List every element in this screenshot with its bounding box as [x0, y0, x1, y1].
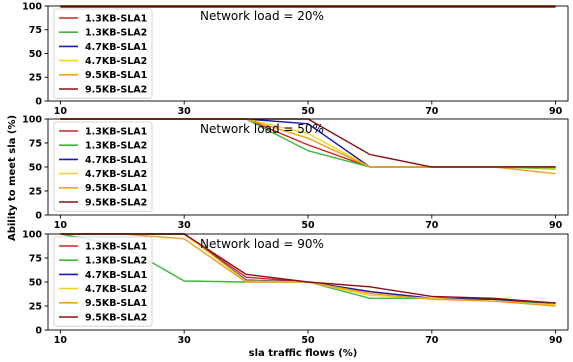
x-tick-label: 90: [549, 220, 563, 231]
y-tick-label: 75: [29, 253, 42, 264]
subplot-2: 0 25 50 75 100 10 30 50 70 90 Network load = 50% 1.…: [22, 114, 569, 231]
legend-entry: 4.7KB-SLA2: [85, 56, 147, 67]
legend-entry: 9.5KB-SLA2: [85, 84, 147, 95]
legend-entry: 4.7KB-SLA1: [85, 155, 147, 166]
y-tick-label: 75: [29, 25, 42, 36]
network-load-annotation: Network load = 20%: [200, 9, 324, 23]
y-tick-label: 0: [35, 96, 42, 107]
legend-entry: 9.5KB-SLA2: [85, 197, 147, 208]
x-tick-label: 30: [178, 106, 192, 117]
y-tick-label: 50: [29, 49, 43, 60]
x-tick-label: 50: [301, 220, 315, 231]
legend-entry: 4.7KB-SLA2: [85, 284, 147, 295]
y-tick-label: 0: [35, 210, 42, 221]
legend-box: [53, 8, 153, 99]
x-tick-label: 50: [301, 335, 315, 346]
y-tick-label: 50: [29, 277, 43, 288]
y-tick-label: 75: [29, 138, 42, 149]
network-load-annotation: Network load = 90%: [200, 237, 324, 251]
y-tick-label: 25: [29, 301, 42, 312]
legend-box: [53, 236, 153, 327]
y-tick-label: 50: [29, 162, 43, 173]
x-tick-label: 30: [178, 335, 192, 346]
legend-entry: 9.5KB-SLA1: [85, 70, 147, 81]
x-tick-label: 50: [301, 106, 315, 117]
x-tick-label: 70: [425, 220, 439, 231]
legend-entry: 1.3KB-SLA2: [85, 256, 147, 267]
y-tick-label: 100: [22, 114, 42, 125]
legend-entry: 4.7KB-SLA1: [85, 270, 147, 281]
x-tick-label: 70: [425, 106, 439, 117]
y-tick-label: 100: [22, 1, 42, 12]
legend: 1.3KB-SLA1 1.3KB-SLA2 4.7KB-SLA1 4.7KB-SLA2…: [53, 236, 153, 327]
y-tick-label: 25: [29, 73, 42, 84]
legend-entry: 1.3KB-SLA2: [85, 141, 147, 152]
y-tick-label: 25: [29, 186, 42, 197]
y-tick-label: 100: [22, 229, 42, 240]
legend-box: [53, 121, 153, 212]
subplot-3: 0 25 50 75 100 10 30 50 70 90 Network load = 90% 1.…: [22, 229, 569, 346]
x-tick-label: 10: [54, 335, 68, 346]
legend-entry: 1.3KB-SLA1: [85, 126, 147, 137]
legend-entry: 9.5KB-SLA1: [85, 183, 147, 194]
x-axis-label: sla traffic flows (%): [249, 348, 358, 359]
network-load-annotation: Network load = 50%: [200, 122, 324, 136]
legend-entry: 9.5KB-SLA1: [85, 298, 147, 309]
legend: 1.3KB-SLA1 1.3KB-SLA2 4.7KB-SLA1 4.7KB-SLA2…: [53, 121, 153, 212]
legend-entry: 4.7KB-SLA2: [85, 169, 147, 180]
x-tick-label: 70: [425, 335, 439, 346]
x-tick-label: 90: [549, 335, 563, 346]
legend-entry: 1.3KB-SLA2: [85, 28, 147, 39]
y-tick-label: 0: [35, 325, 42, 336]
x-tick-label: 30: [178, 220, 192, 231]
legend-entry: 4.7KB-SLA1: [85, 42, 147, 53]
x-tick-label: 90: [549, 106, 563, 117]
legend-entry: 1.3KB-SLA1: [85, 241, 147, 252]
legend: 1.3KB-SLA1 1.3KB-SLA2 4.7KB-SLA1 4.7KB-SLA2…: [53, 8, 153, 99]
x-tick-label: 10: [54, 106, 68, 117]
legend-entry: 9.5KB-SLA2: [85, 312, 147, 323]
x-tick-label: 10: [54, 220, 68, 231]
y-axis-label: Ability to meet sla (%): [7, 115, 18, 241]
subplot-1: 0 25 50 75 100 10 30 50 70 90 Network load = 20% 1.…: [22, 1, 569, 117]
legend-entry: 1.3KB-SLA1: [85, 13, 147, 24]
